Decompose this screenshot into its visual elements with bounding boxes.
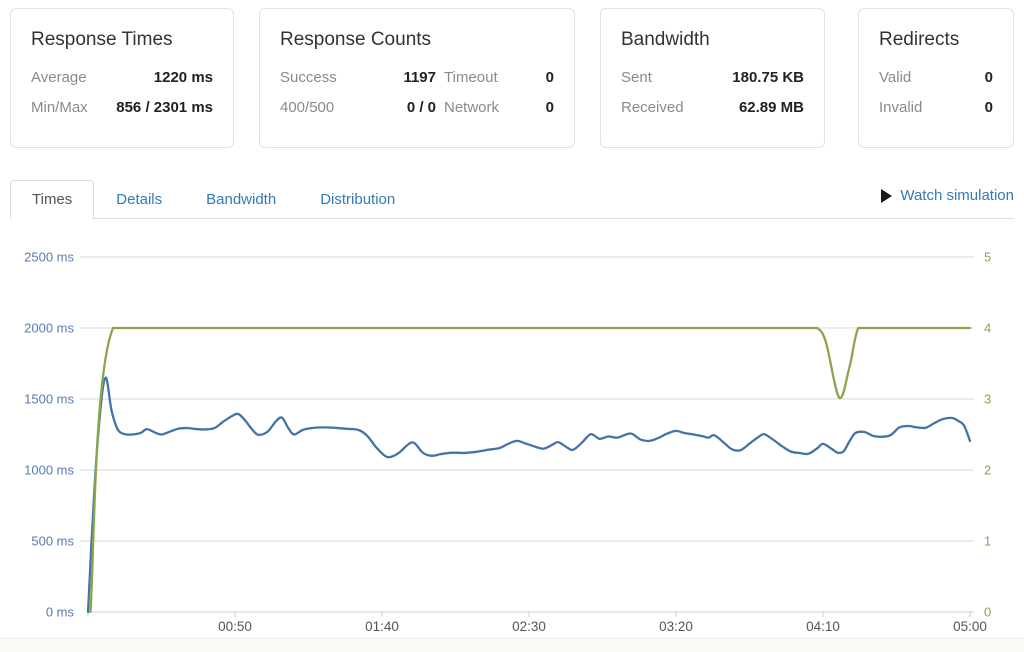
stat-value: 1197 <box>403 69 436 86</box>
svg-text:2500 ms: 2500 ms <box>24 250 74 265</box>
card-response-counts: Response Counts Success 1197 Timeout 0 4… <box>259 8 575 148</box>
stat-value: 856 / 2301 ms <box>116 99 213 116</box>
svg-text:0 ms: 0 ms <box>46 605 75 620</box>
stat-value: 0 / 0 <box>406 99 436 116</box>
stat-row: Received 62.89 MB <box>621 99 804 116</box>
stat-row: Min/Max 856 / 2301 ms <box>31 99 213 116</box>
stat-value: 62.89 MB <box>738 99 804 116</box>
stat-label: Timeout <box>444 69 498 86</box>
svg-text:00:50: 00:50 <box>218 619 252 634</box>
stat-row: Average 1220 ms <box>31 69 213 86</box>
watch-simulation-link[interactable]: Watch simulation <box>881 187 1014 204</box>
stat-value: 0 <box>545 69 554 86</box>
svg-text:4: 4 <box>984 321 991 336</box>
card-title: Response Times <box>31 29 173 50</box>
watch-simulation-label: Watch simulation <box>900 187 1014 204</box>
svg-text:04:10: 04:10 <box>806 619 840 634</box>
svg-text:1500 ms: 1500 ms <box>24 392 74 407</box>
play-icon <box>881 188 893 203</box>
tab-bar: Times Details Bandwidth Distribution Wat… <box>10 178 1014 219</box>
tab-times[interactable]: Times <box>10 180 95 219</box>
stat-row: Valid 0 <box>879 69 993 86</box>
tab-details[interactable]: Details <box>116 191 163 208</box>
card-title: Response Counts <box>280 29 432 50</box>
stat-cards-row: Response Times Average 1220 ms Min/Max 8… <box>0 8 1024 148</box>
card-response-times: Response Times Average 1220 ms Min/Max 8… <box>10 8 234 148</box>
svg-text:2000 ms: 2000 ms <box>24 321 74 336</box>
stat-label: Sent <box>621 69 652 86</box>
svg-text:03:20: 03:20 <box>659 619 693 634</box>
svg-text:05:00: 05:00 <box>953 619 987 634</box>
page-bottom-strip <box>0 638 1024 652</box>
tab-distribution[interactable]: Distribution <box>320 191 396 208</box>
stat-label: Network <box>444 99 500 116</box>
card-title: Redirects <box>879 29 960 50</box>
stat-label: Valid <box>879 69 912 86</box>
times-chart-panel: 0 ms 500 ms 1000 ms 1500 ms 2000 ms 2500 ms 0 1… <box>0 241 1024 644</box>
svg-text:02:30: 02:30 <box>512 619 546 634</box>
card-title: Bandwidth <box>621 29 710 50</box>
svg-text:01:40: 01:40 <box>365 619 399 634</box>
svg-text:1: 1 <box>984 534 991 549</box>
stat-row: Invalid 0 <box>879 99 993 116</box>
stat-row: Success 1197 Timeout 0 <box>280 69 554 86</box>
stat-label: 400/500 <box>280 99 335 116</box>
stat-row: Sent 180.75 KB <box>621 69 804 86</box>
stat-value: 0 <box>984 99 993 116</box>
stat-label: Average <box>31 69 87 86</box>
svg-text:0: 0 <box>984 605 991 620</box>
svg-text:2: 2 <box>984 463 991 478</box>
tab-bandwidth[interactable]: Bandwidth <box>206 191 277 208</box>
stat-label: Received <box>621 99 684 116</box>
stat-value: 180.75 KB <box>732 69 804 86</box>
stat-row: 400/500 0 / 0 Network 0 <box>280 99 554 116</box>
svg-text:1000 ms: 1000 ms <box>24 463 74 478</box>
stat-value: 0 <box>984 69 993 86</box>
stat-label: Invalid <box>879 99 923 116</box>
svg-text:500 ms: 500 ms <box>31 534 74 549</box>
stat-value: 0 <box>545 99 554 116</box>
stat-label: Success <box>280 69 337 86</box>
svg-text:5: 5 <box>984 250 991 265</box>
card-bandwidth: Bandwidth Sent 180.75 KB Received 62.89 … <box>600 8 825 148</box>
stat-label: Min/Max <box>31 99 88 116</box>
stat-value: 1220 ms <box>153 69 213 86</box>
svg-text:3: 3 <box>984 392 991 407</box>
card-redirects: Redirects Valid 0 Invalid 0 <box>858 8 1014 148</box>
